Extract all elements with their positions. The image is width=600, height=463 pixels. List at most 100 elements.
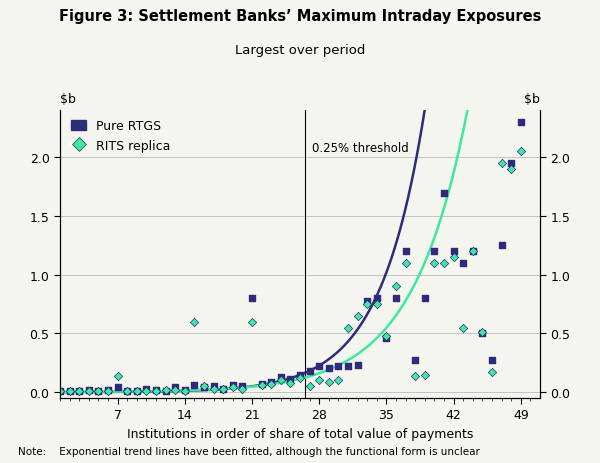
Point [420,295,430,302]
Point [84,386,94,394]
Point [506,160,516,168]
Point [161,388,170,395]
Point [439,189,449,197]
Point [276,377,286,384]
Point [84,388,94,395]
Point [286,376,295,383]
Point [401,248,410,256]
Point [132,388,142,395]
Point [266,381,276,388]
Point [190,382,199,389]
Text: Largest over period: Largest over period [235,44,365,57]
Point [161,386,170,394]
Point [295,375,305,382]
Point [458,324,468,332]
Point [410,357,420,364]
Point [170,384,180,391]
Point [218,385,228,393]
Point [449,254,458,261]
Point [362,297,372,305]
Point [238,383,247,390]
Point [122,388,132,395]
Point [55,388,65,395]
Point [439,260,449,267]
Point [295,371,305,378]
Point [247,319,257,326]
Point [199,384,209,391]
Point [343,324,353,332]
Point [449,248,458,256]
Point [180,388,190,395]
Point [113,384,122,391]
Point [353,313,362,320]
Point [497,160,506,168]
Point [458,260,468,267]
Point [170,386,180,394]
Point [314,377,324,384]
Point [353,362,362,369]
Point [324,364,334,371]
Point [516,119,526,126]
Point [487,369,497,376]
Point [190,319,199,326]
Point [113,372,122,380]
Text: $b: $b [60,93,76,106]
Point [209,385,218,393]
Point [238,385,247,393]
Point [209,383,218,390]
Legend: Pure RTGS, RITS replica: Pure RTGS, RITS replica [71,120,170,152]
Point [103,386,113,394]
Point [142,385,151,393]
Point [401,260,410,267]
Point [247,295,257,302]
Point [516,149,526,156]
Point [391,295,401,302]
Point [65,388,74,395]
Point [487,357,497,364]
Point [305,368,314,375]
Point [334,377,343,384]
Point [391,283,401,291]
Point [199,383,209,390]
Point [74,388,84,395]
Text: 0.25% threshold: 0.25% threshold [313,142,409,155]
Point [305,383,314,390]
Point [132,388,142,395]
Point [257,382,266,389]
Point [276,373,286,381]
Point [362,301,372,308]
Point [468,248,478,256]
Point [122,388,132,395]
Point [334,363,343,370]
Point [218,385,228,393]
Point [180,386,190,394]
Text: Note:    Exponential trend lines have been fitted, although the functional form : Note: Exponential trend lines have been … [18,446,480,456]
Point [94,388,103,395]
Point [228,382,238,389]
Point [65,388,74,395]
Point [410,372,420,380]
Point [103,388,113,395]
Point [151,386,161,394]
Point [314,363,324,370]
Point [420,371,430,378]
Point [497,242,506,250]
Point [324,378,334,386]
Point [506,166,516,174]
Point [151,388,161,395]
Point [286,379,295,387]
Point [468,248,478,256]
Text: $b: $b [524,93,540,106]
Point [382,332,391,340]
Point [382,335,391,342]
Point [266,378,276,386]
X-axis label: Institutions in order of share of total value of payments: Institutions in order of share of total … [127,427,473,440]
Point [94,388,103,395]
Point [430,260,439,267]
Point [74,388,84,395]
Point [430,248,439,256]
Point [257,381,266,388]
Point [478,330,487,338]
Point [228,384,238,391]
Text: Figure 3: Settlement Banks’ Maximum Intraday Exposures: Figure 3: Settlement Banks’ Maximum Intr… [59,9,541,24]
